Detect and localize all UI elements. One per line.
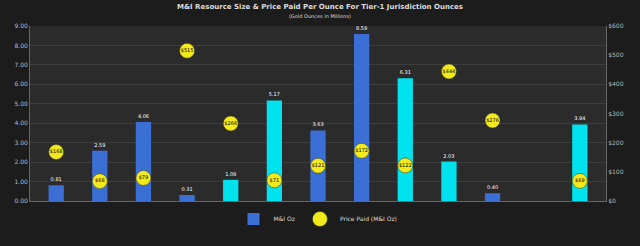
svg-text:8.00: 8.00: [14, 42, 28, 49]
svg-text:$121: $121: [312, 162, 325, 168]
svg-text:9.00: 9.00: [14, 22, 28, 29]
svg-text:$172: $172: [355, 147, 368, 153]
svg-text:$100: $100: [608, 168, 623, 175]
svg-text:$500: $500: [608, 51, 623, 58]
svg-text:$79: $79: [139, 174, 149, 180]
svg-text:1.00: 1.00: [14, 178, 28, 185]
svg-text:3.94: 3.94: [574, 115, 585, 121]
svg-text:5.00: 5.00: [14, 100, 28, 107]
svg-text:1.09: 1.09: [225, 171, 236, 177]
svg-text:2.00: 2.00: [14, 158, 28, 165]
svg-text:$300: $300: [608, 110, 623, 117]
svg-text:0.40: 0.40: [487, 184, 498, 190]
svg-text:Price Paid (M&I Oz): Price Paid (M&I Oz): [340, 215, 397, 222]
svg-text:8.59: 8.59: [356, 25, 367, 31]
svg-text:3.00: 3.00: [14, 139, 28, 146]
svg-text:$69: $69: [575, 177, 585, 183]
svg-text:$400: $400: [608, 80, 623, 87]
svg-text:$515: $515: [181, 47, 194, 53]
svg-text:5.17: 5.17: [269, 91, 280, 97]
svg-text:M&I Resource Size & Price Paid: M&I Resource Size & Price Paid Per Ounce…: [177, 3, 463, 19]
svg-text:$68: $68: [95, 177, 105, 183]
svg-text:$122: $122: [399, 162, 412, 168]
svg-text:4.06: 4.06: [138, 113, 149, 119]
svg-text:0.81: 0.81: [51, 176, 62, 182]
svg-text:$71: $71: [270, 177, 280, 183]
svg-text:$266: $266: [224, 120, 237, 126]
svg-text:4.00: 4.00: [14, 119, 28, 126]
svg-text:6.31: 6.31: [400, 69, 411, 75]
svg-text:2.03: 2.03: [443, 153, 454, 159]
svg-text:0.00: 0.00: [14, 197, 28, 204]
svg-text:$200: $200: [608, 139, 623, 146]
svg-text:7.00: 7.00: [14, 61, 28, 68]
svg-text:6.00: 6.00: [14, 80, 28, 87]
svg-text:0.31: 0.31: [182, 186, 193, 192]
svg-text:2.59: 2.59: [94, 142, 105, 148]
svg-text:$168: $168: [50, 148, 63, 154]
svg-text:$0: $0: [608, 197, 616, 204]
svg-text:$444: $444: [443, 68, 456, 74]
svg-text:3.63: 3.63: [312, 121, 323, 127]
svg-text:M&I Oz: M&I Oz: [274, 215, 295, 222]
svg-text:$276: $276: [486, 117, 499, 123]
svg-text:$600: $600: [608, 22, 623, 29]
